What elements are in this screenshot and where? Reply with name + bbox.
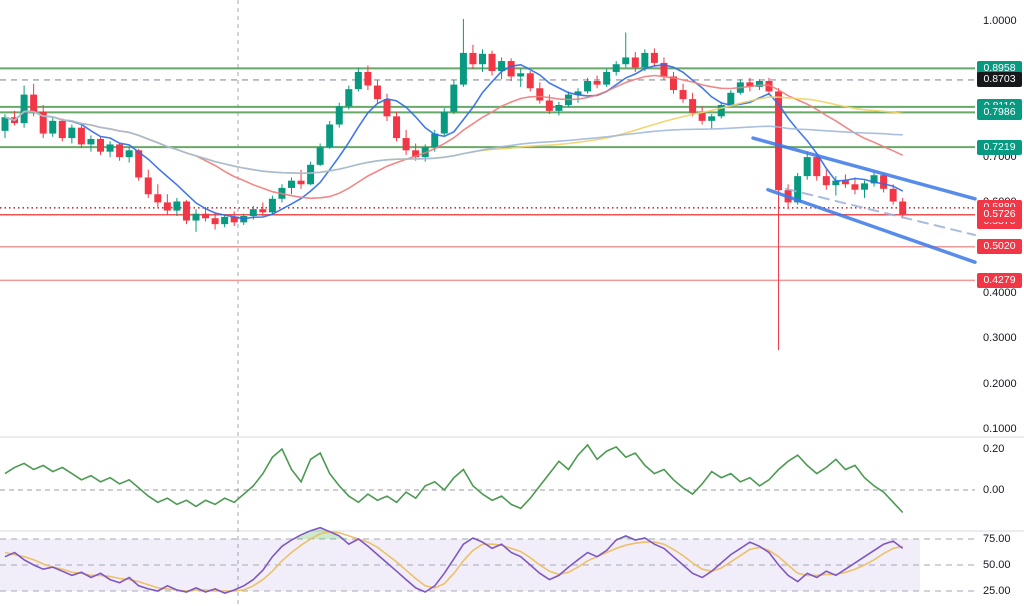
moving-average-line [4, 110, 903, 175]
oscillator-line [4, 443, 904, 514]
stochastic-k-line [4, 526, 904, 594]
trend-channel-line[interactable] [751, 136, 977, 201]
trend-channel-line[interactable] [785, 187, 976, 237]
stochastic-overbought-fill [5, 527, 903, 539]
trend-channel-line[interactable] [766, 187, 977, 264]
stochastic-d-line [4, 530, 903, 592]
